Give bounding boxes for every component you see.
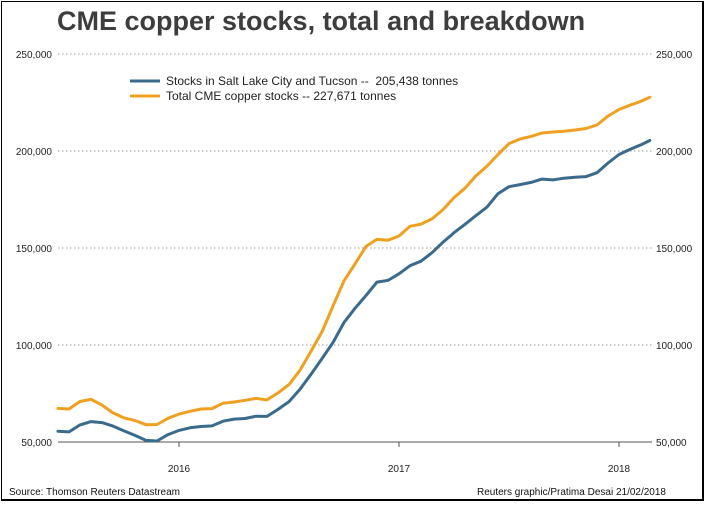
y-axis-left-labels: 250,000 200,000 150,000 100,000 50,000 xyxy=(16,50,53,449)
chart-title: CME copper stocks, total and breakdown xyxy=(57,6,586,36)
legend-label-total-cme: Total CME copper stocks -- 227,671 tonne… xyxy=(166,89,396,103)
y-tick-label-left: 200,000 xyxy=(16,147,53,158)
series-line-salt-lake-tucson xyxy=(56,139,652,443)
series-line-total-cme xyxy=(56,95,652,427)
y-tick-label-right: 100,000 xyxy=(656,341,693,352)
x-tick-label: 2018 xyxy=(608,464,631,475)
y-tick-label-right: 250,000 xyxy=(656,50,693,61)
y-axis-right-labels: 250,000 200,000 150,000 100,000 50,000 xyxy=(656,50,693,449)
y-tick-label-right: 150,000 xyxy=(656,244,693,255)
y-tick-label-left: 100,000 xyxy=(16,341,53,352)
y-tick-label-right: 200,000 xyxy=(656,147,693,158)
y-tick-label-right: 50,000 xyxy=(656,438,687,449)
series-lines xyxy=(56,95,652,443)
y-tick-label-left: 250,000 xyxy=(16,50,53,61)
x-tick-label: 2017 xyxy=(388,464,411,475)
x-tick-label: 2016 xyxy=(168,464,191,475)
legend-label-salt-lake-tucson: Stocks in Salt Lake City and Tucson -- 2… xyxy=(166,74,458,88)
y-tick-label-left: 50,000 xyxy=(21,438,52,449)
credit-note: Reuters graphic/Pratima Desai 21/02/2018 xyxy=(477,487,666,498)
legend: Stocks in Salt Lake City and Tucson -- 2… xyxy=(130,74,458,103)
x-axis-labels: 2016 2017 2018 xyxy=(168,464,631,475)
axes xyxy=(58,441,652,447)
y-tick-label-left: 150,000 xyxy=(16,244,53,255)
source-note: Source: Thomson Reuters Datastream xyxy=(9,487,181,498)
gridlines xyxy=(58,53,652,443)
